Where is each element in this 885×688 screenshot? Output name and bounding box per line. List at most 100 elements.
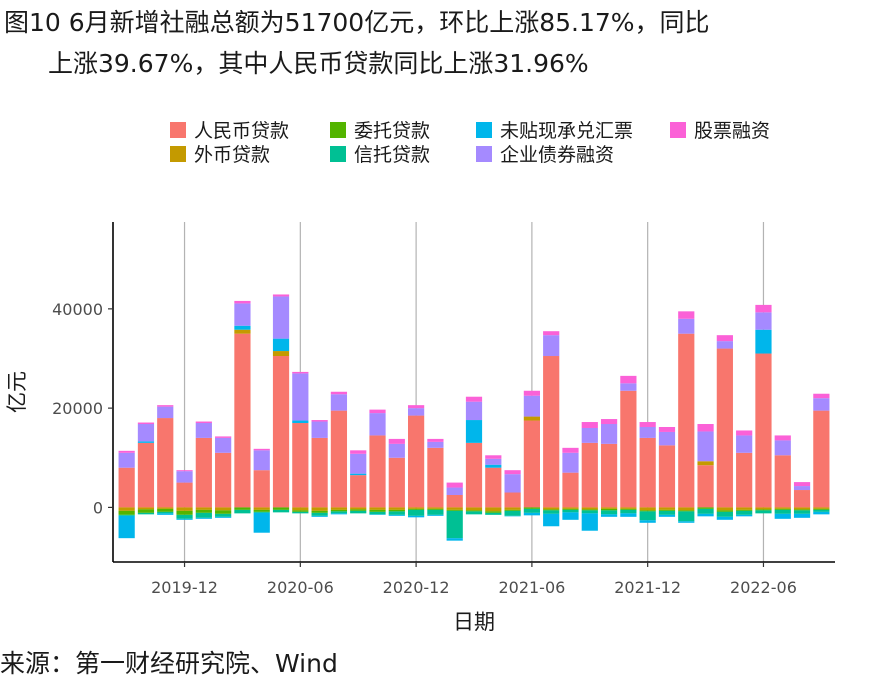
bar-segment bbox=[118, 452, 135, 468]
legend-item-equity-financing: 股票融资 bbox=[670, 116, 770, 143]
bar-segment bbox=[427, 507, 444, 509]
bar-segment bbox=[215, 513, 232, 517]
bar-segment bbox=[369, 507, 386, 510]
bar-segment bbox=[272, 338, 290, 352]
bar-segment bbox=[465, 511, 483, 515]
bar-segment bbox=[350, 510, 367, 514]
bar-segment bbox=[485, 455, 502, 459]
bar-segment bbox=[774, 455, 791, 508]
bar-segment bbox=[465, 507, 483, 511]
bar-segment bbox=[678, 511, 695, 522]
bar-segment bbox=[813, 393, 830, 399]
bar-segment bbox=[350, 475, 367, 508]
legend-key-corporate-bonds bbox=[476, 145, 492, 162]
bar-segment bbox=[292, 371, 309, 374]
bar-segment bbox=[736, 430, 753, 436]
bar-segment bbox=[215, 516, 232, 518]
x-tick-label: 2021-12 bbox=[614, 578, 681, 597]
bar-segment bbox=[813, 508, 830, 510]
bar-segment bbox=[369, 509, 386, 512]
bar-segment bbox=[330, 391, 348, 395]
bar-segment bbox=[658, 445, 676, 508]
bar-segment bbox=[330, 509, 348, 512]
bar-segment bbox=[793, 486, 811, 491]
bar-segment bbox=[350, 450, 367, 454]
bar-segment bbox=[581, 513, 598, 531]
legend-key-foreign-loans bbox=[170, 145, 186, 162]
bar-segment bbox=[562, 509, 579, 513]
bar-segment bbox=[678, 521, 695, 523]
bar-segment bbox=[620, 513, 637, 517]
bar-segment bbox=[253, 512, 270, 533]
bar-segment bbox=[523, 508, 540, 513]
bar-segment bbox=[350, 453, 367, 474]
bar-segment bbox=[755, 510, 772, 514]
bar-segment bbox=[292, 511, 309, 514]
bars bbox=[118, 294, 830, 541]
bar-segment bbox=[697, 508, 714, 514]
bar-segment bbox=[176, 471, 193, 483]
bar-segment bbox=[755, 312, 772, 330]
bar-segment bbox=[504, 509, 521, 511]
bar-segment bbox=[427, 514, 444, 516]
bar-segment bbox=[427, 508, 444, 510]
bar-segment bbox=[157, 405, 174, 407]
bar-segment bbox=[388, 457, 405, 508]
bar-segment bbox=[793, 507, 811, 510]
bar-segment bbox=[581, 507, 598, 510]
bar-segment bbox=[793, 482, 811, 487]
bar-segment bbox=[543, 509, 560, 511]
bar-segment bbox=[330, 513, 348, 515]
bar-segment bbox=[697, 424, 714, 432]
y-tick-label: 20000 bbox=[52, 399, 103, 418]
bar-segment bbox=[639, 426, 656, 438]
bar-segment bbox=[137, 441, 155, 443]
bar-segment bbox=[581, 427, 598, 443]
bar-segment bbox=[234, 509, 251, 514]
bar-segment bbox=[195, 509, 212, 513]
bar-segment bbox=[215, 436, 232, 438]
bar-segment bbox=[620, 508, 637, 510]
bar-segment bbox=[465, 420, 483, 443]
bar-segment bbox=[446, 510, 463, 539]
bar-segment bbox=[234, 333, 251, 508]
bar-segment bbox=[813, 398, 830, 411]
bar-segment bbox=[195, 437, 212, 508]
bar-segment bbox=[581, 442, 598, 508]
bar-segment bbox=[755, 507, 772, 510]
bar-segment bbox=[272, 294, 290, 297]
y-axis-title: 亿元 bbox=[5, 371, 29, 413]
bar-segment bbox=[465, 401, 483, 421]
bar-segment bbox=[658, 509, 676, 511]
bar-segment bbox=[678, 510, 695, 512]
bar-segment bbox=[427, 509, 444, 515]
bar-segment bbox=[678, 311, 695, 319]
bar-segment bbox=[793, 513, 811, 518]
bar-segment bbox=[137, 422, 155, 425]
bar-segment bbox=[272, 351, 290, 357]
bar-segment bbox=[118, 514, 135, 516]
bar-segment bbox=[543, 335, 560, 357]
bar-segment bbox=[215, 507, 232, 511]
bar-segment bbox=[600, 424, 618, 444]
bar-segment bbox=[485, 507, 502, 512]
bar-segment bbox=[485, 464, 502, 468]
bar-segment bbox=[292, 510, 309, 512]
bar-segment bbox=[755, 304, 772, 313]
bar-segment bbox=[292, 507, 309, 511]
bar-segment bbox=[639, 511, 656, 521]
y-tick-label: 40000 bbox=[52, 300, 103, 319]
bar-segment bbox=[272, 356, 290, 508]
bar-segment bbox=[253, 511, 270, 513]
bar-segment bbox=[562, 508, 579, 510]
bar-segment bbox=[176, 507, 193, 511]
bar-segment bbox=[504, 507, 521, 510]
bar-segment bbox=[600, 514, 618, 517]
source-note: 来源：第一财经研究院、Wind bbox=[0, 649, 338, 678]
bar-segment bbox=[369, 413, 386, 436]
bar-segment bbox=[639, 520, 656, 523]
bar-segment bbox=[253, 448, 270, 451]
bar-segment bbox=[292, 423, 309, 508]
bar-segment bbox=[427, 441, 444, 448]
x-axis-title: 日期 bbox=[453, 610, 495, 634]
